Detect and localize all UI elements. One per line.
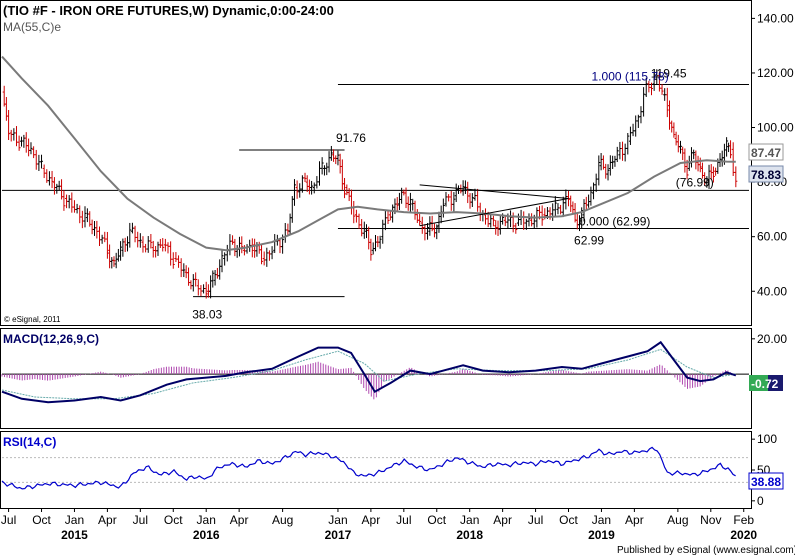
ma-value-badge: 87.47 (748, 143, 784, 161)
year-tick-label: 2019 (588, 528, 615, 542)
year-tick-label: 2018 (456, 528, 483, 542)
month-tick-label: Jan (328, 513, 347, 527)
month-tick-label: Apr (230, 513, 249, 527)
year-tick-label: 2015 (61, 528, 88, 542)
copyright-label: © eSignal, 2011 (4, 315, 61, 324)
ma-legend: MA(55,C)e (3, 20, 61, 34)
price-annotations: 91.76 38.03 119.45 62.99 1.000 (115.78) 0.000… (192, 66, 714, 321)
price-tick-label: 60.00 (757, 230, 787, 244)
month-tick-label: Jul (528, 513, 543, 527)
triangle-trendlines (419, 184, 569, 227)
month-tick-label: Jan (197, 513, 216, 527)
month-tick-label: Oct (32, 513, 51, 527)
year-tick-label: 2017 (325, 528, 352, 542)
trendline (419, 184, 569, 199)
price-candles (2, 69, 738, 299)
month-tick-label: Jan (460, 513, 479, 527)
month-tick-label: Jul (396, 513, 411, 527)
macd-line (1, 340, 737, 404)
year-tick-label: 2020 (730, 528, 757, 542)
rsi-path (1, 446, 736, 490)
price-annotation: 62.99 (574, 234, 604, 248)
month-tick-label: Nov (700, 513, 721, 527)
price-reference-lines (2, 83, 749, 298)
rsi-legend: RSI(14,C) (3, 435, 56, 449)
price-tick-label: 120.00 (757, 66, 794, 80)
month-tick-label: Apr (362, 513, 381, 527)
month-tick-label: Feb (733, 513, 754, 527)
macd-lines (1, 340, 737, 404)
rsi-value-label: 38.88 (751, 475, 781, 489)
ma-value-label: 87.47 (751, 146, 781, 160)
price-annotation: 1.000 (115.78) (592, 69, 669, 83)
rsi-reference-lines (2, 457, 749, 483)
last-close-badge: 78.83 (748, 165, 784, 183)
rsi-tick-label: 100 (757, 432, 777, 446)
time-axis: Jul Oct Jan Apr Jul Oct Jan Apr Aug Jan Apr Jul Oct J… (1, 508, 757, 542)
price-annotation: 0.000 (62.99) (579, 215, 650, 229)
price-panel (0, 0, 752, 326)
month-tick-label: Apr (625, 513, 644, 527)
month-tick-label: Apr (493, 513, 512, 527)
price-tick-label: 100.00 (757, 121, 794, 135)
month-tick-label: Aug (272, 513, 293, 527)
month-tick-label: Jan (65, 513, 84, 527)
trendline (419, 197, 569, 227)
year-tick-label: 2016 (193, 528, 220, 542)
month-tick-label: Jul (133, 513, 148, 527)
month-tick-label: Apr (98, 513, 117, 527)
macd-legend: MACD(12,26,9,C) (3, 332, 99, 346)
publisher-footer: Published by eSignal (www.esignal.com) (617, 545, 795, 556)
price-annotation: 119.45 (651, 66, 687, 80)
macd-axis-ticks: 20.00 (751, 332, 787, 346)
price-tick-label: 40.00 (757, 284, 787, 298)
price-tick-label: 140.00 (757, 11, 794, 25)
rsi-panel (0, 431, 752, 509)
macd-tick-label: 20.00 (757, 332, 787, 346)
rsi-tick-label: 0 (757, 494, 764, 508)
month-tick-label: Oct (559, 513, 578, 527)
month-tick-label: Aug (667, 513, 688, 527)
macd-value-badge: -0.72 (749, 375, 783, 391)
last-close-label: 78.83 (751, 168, 781, 182)
chart-title: (TIO #F - IRON ORE FUTURES,W) Dynamic,0:… (3, 3, 334, 18)
ma-line (1, 55, 736, 252)
month-tick-label: Oct (164, 513, 183, 527)
price-annotation: (76.99) (676, 175, 714, 189)
price-annotation: 38.03 (192, 308, 222, 322)
month-tick-label: Jan (592, 513, 611, 527)
rsi-line (1, 446, 736, 490)
macd-value-label: -0.72 (751, 377, 779, 391)
month-tick-label: Oct (427, 513, 446, 527)
price-annotation: 91.76 (336, 131, 366, 145)
rsi-value-badge: 38.88 (748, 472, 784, 490)
month-tick-label: Jul (1, 513, 16, 527)
moving-average (1, 55, 736, 252)
